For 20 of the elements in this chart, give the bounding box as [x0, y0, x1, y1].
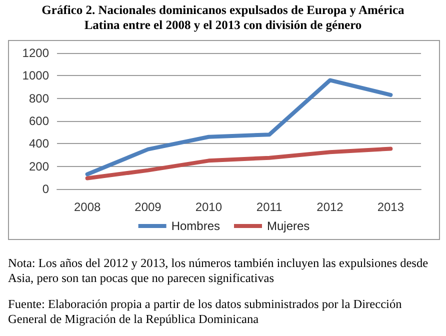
- x-tick-label: 2009: [134, 200, 162, 214]
- x-tick-label: 2008: [74, 200, 102, 214]
- y-tick-label: 400: [28, 136, 50, 151]
- x-tick-label: 2011: [256, 200, 283, 214]
- y-tick-label: 0: [42, 182, 50, 196]
- y-tick-label: 600: [28, 114, 50, 128]
- y-tick-label: 800: [28, 91, 50, 106]
- x-tick-label: 2013: [377, 200, 404, 214]
- legend-label: Hombres: [171, 219, 220, 233]
- x-tick-label: 2012: [316, 200, 344, 214]
- line-series: [85, 146, 393, 180]
- source-note: Fuente: Elaboración propia a partir de los datos subministrados por la Dirección General de Migración de la República Dominicana: [8, 297, 403, 327]
- y-tick-label: 1200: [22, 46, 50, 60]
- text: Nota: Los años del 2012 y 2013, los números también incluyen las expulsiones desde Asia, pero son tan pocas que no parecen significativas: [8, 256, 430, 286]
- x-tick-label: 2010: [195, 200, 222, 214]
- y-tick-label: 1000: [22, 68, 50, 83]
- legend-label: Mujeres: [267, 219, 310, 233]
- chart-title: Gráfico 2. Nacionales dominicanos expulsados de Europa y América Latina entre el 2008 y el 2013 con división de género: [40, 2, 406, 34]
- line-series: [85, 78, 393, 176]
- y-tick-label: 200: [28, 159, 50, 174]
